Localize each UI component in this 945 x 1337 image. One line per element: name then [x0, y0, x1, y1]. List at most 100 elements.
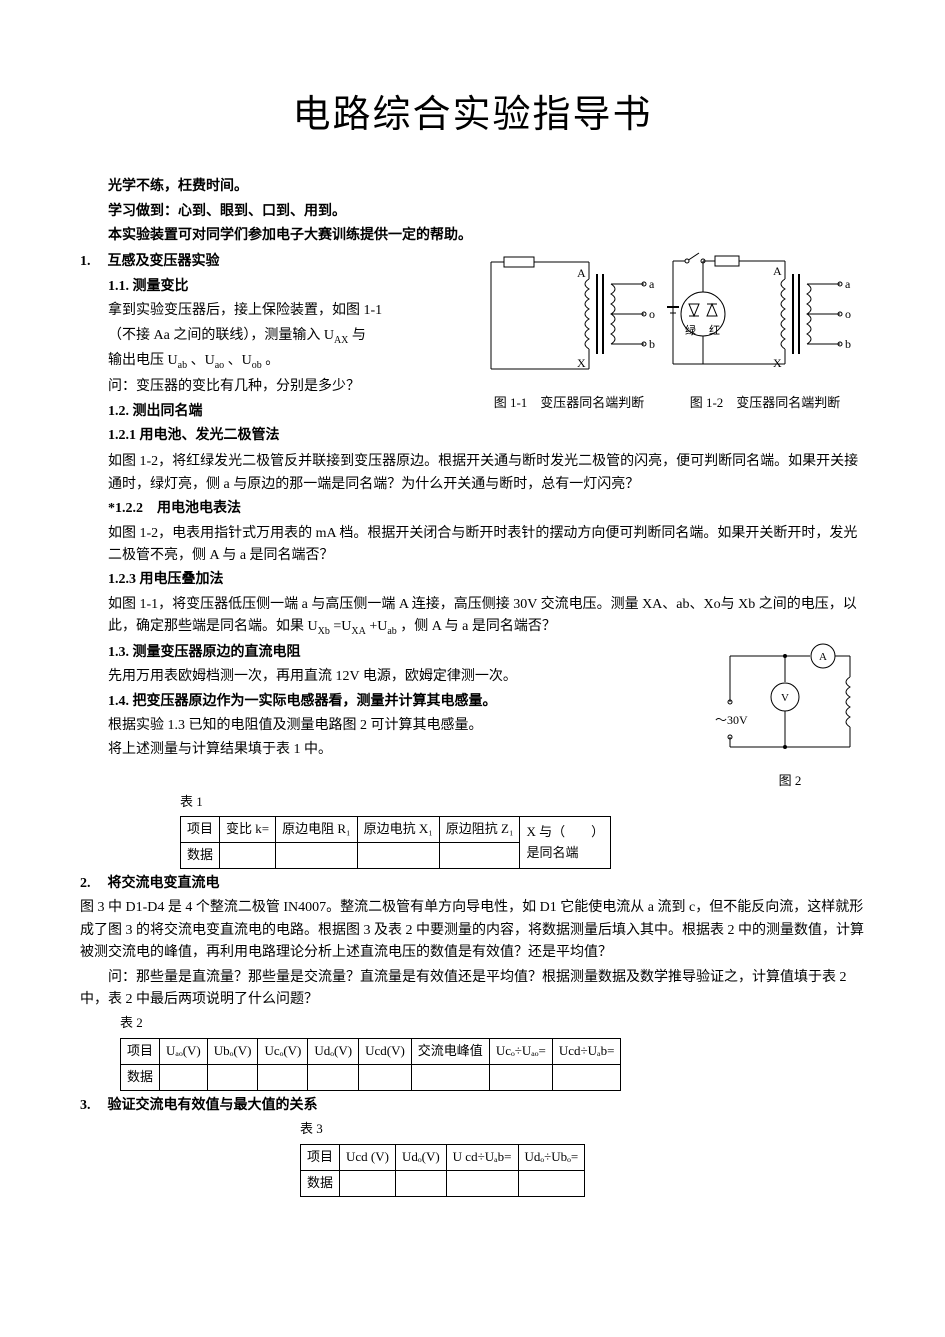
- table-cell: 原边电抗 X₁: [357, 817, 439, 843]
- table-row: 项目 Uₐₒ(V) Ubₒ(V) Ucₒ(V) Udₒ(V) Ucd(V) 交流…: [121, 1039, 621, 1065]
- figure-1-2: 绿 红: [665, 249, 865, 414]
- table-label: 表 3: [300, 1119, 865, 1140]
- table-cell: 原边阻抗 Z₁: [439, 817, 520, 843]
- body-text: 拿到实验变压器后，接上保险装置，如图 1-1: [108, 300, 469, 322]
- table-cell: Ucₒ÷Uₐₒ=: [489, 1039, 552, 1065]
- svg-text:绿: 绿: [685, 323, 696, 337]
- svg-text:b: b: [649, 337, 655, 351]
- body-text: 如图 1-2，电表用指针式万用表的 mA 档。根据开关闭合与断开时表针的摆动方向…: [108, 523, 865, 568]
- table-cell: 数据: [181, 843, 220, 869]
- table-cell: [160, 1065, 208, 1091]
- table-cell: [340, 1170, 396, 1196]
- table-row: 项目 变比 k= 原边电阻 R₁ 原边电抗 X₁ 原边阻抗 Z₁ X 与（ ） …: [181, 817, 611, 843]
- table-cell: Ubₒ(V): [207, 1039, 258, 1065]
- svg-text:～30V: ～30V: [715, 713, 748, 727]
- intro-line: 学习做到：心到、眼到、口到、用到。: [80, 201, 865, 223]
- figure-2: ～30V A V 图 2: [715, 642, 865, 792]
- table-cell: [207, 1065, 258, 1091]
- section-title: 将交流电变直流电: [108, 876, 220, 891]
- intro-line: 光学不练，枉费时间。: [80, 176, 865, 198]
- transformer-led-diagram-icon: 绿 红: [665, 249, 865, 389]
- section-number: 3.: [80, 1095, 104, 1117]
- body-text: 图 3 中 D1-D4 是 4 个整流二极管 IN4007。整流二极管有单方向导…: [80, 897, 865, 964]
- figure-caption: 图 2: [715, 771, 865, 792]
- table-cell: Ucd (V): [340, 1145, 396, 1171]
- intro-line: 本实验装置可对同学们参加电子大赛训练提供一定的帮助。: [80, 225, 865, 247]
- table-row: 数据: [301, 1170, 585, 1196]
- table-cell: 项目: [181, 817, 220, 843]
- table-cell: [357, 843, 439, 869]
- svg-text:b: b: [845, 337, 851, 351]
- svg-text:X: X: [773, 356, 782, 370]
- table-cell: Udₒ(V): [395, 1145, 446, 1171]
- table-cell: [411, 1065, 489, 1091]
- table-cell: Uₐₒ(V): [160, 1039, 208, 1065]
- table-cell: X 与（ ） 是同名端: [520, 817, 611, 869]
- table-cell: [359, 1065, 412, 1091]
- table-cell: [395, 1170, 446, 1196]
- table-cell: 项目: [121, 1039, 160, 1065]
- table-cell: [518, 1170, 585, 1196]
- body-text: 输出电压 Uab 、Uao 、Uob 。: [108, 350, 469, 374]
- figure-caption: 图 1-1 变压器同名端判断: [479, 393, 659, 414]
- intro-block: 光学不练，枉费时间。 学习做到：心到、眼到、口到、用到。 本实验装置可对同学们参…: [80, 176, 865, 247]
- svg-text:A: A: [773, 264, 782, 278]
- table-3-block: 表 3 项目 Ucd (V) Udₒ(V) U cd÷Uₐb= Udₒ÷Ubₒ=…: [300, 1119, 865, 1196]
- table-2-block: 表 2 项目 Uₐₒ(V) Ubₒ(V) Ucₒ(V) Udₒ(V) Ucd(V…: [120, 1013, 865, 1090]
- section-number: 2.: [80, 873, 104, 895]
- table-cell: [439, 843, 520, 869]
- figures-right: A X a o b 图 1-1 变压器同名端判断: [479, 249, 865, 414]
- svg-text:红: 红: [709, 324, 720, 337]
- table-cell: Ucd(V): [359, 1039, 412, 1065]
- section-title: 互感及变压器实验: [108, 254, 220, 269]
- svg-text:o: o: [845, 307, 851, 321]
- table-cell: [258, 1065, 308, 1091]
- figure-1-1: A X a o b 图 1-1 变压器同名端判断: [479, 249, 659, 414]
- table-cell: 数据: [121, 1065, 160, 1091]
- table-cell: 项目: [301, 1145, 340, 1171]
- table-cell: [489, 1065, 552, 1091]
- svg-text:X: X: [577, 356, 586, 370]
- table-row: 数据: [121, 1065, 621, 1091]
- table-cell: [308, 1065, 359, 1091]
- heading-1-2-3: 1.2.3 用电压叠加法: [108, 569, 865, 591]
- svg-text:o: o: [649, 307, 655, 321]
- table-row: 项目 Ucd (V) Udₒ(V) U cd÷Uₐb= Udₒ÷Ubₒ=: [301, 1145, 585, 1171]
- svg-text:A: A: [819, 651, 827, 663]
- table-cell: [446, 1170, 518, 1196]
- svg-text:a: a: [845, 277, 851, 291]
- table-3: 项目 Ucd (V) Udₒ(V) U cd÷Uₐb= Udₒ÷Ubₒ= 数据: [300, 1144, 585, 1197]
- transformer-diagram-icon: A X a o b: [479, 249, 659, 389]
- table-2: 项目 Uₐₒ(V) Ubₒ(V) Ucₒ(V) Udₒ(V) Ucd(V) 交流…: [120, 1038, 621, 1091]
- table-cell: Ucd÷Uₐb=: [552, 1039, 621, 1065]
- body-text: 如图 1-2，将红绿发光二极管反并联接到变压器原边。根据开关通与断时发光二极管的…: [108, 451, 865, 496]
- table-cell: Ucₒ(V): [258, 1039, 308, 1065]
- table-label: 表 2: [120, 1013, 865, 1034]
- figure-caption: 图 1-2 变压器同名端判断: [665, 393, 865, 414]
- table-cell: 变比 k=: [220, 817, 276, 843]
- heading-1-1: 1.1. 测量变比: [108, 276, 469, 298]
- svg-text:V: V: [781, 692, 789, 704]
- table-cell: Udₒ÷Ubₒ=: [518, 1145, 585, 1171]
- heading-1-2-2: *1.2.2 用电池电表法: [108, 498, 865, 520]
- body-text: （不接 Aa 之间的联线），测量输入 UAX 与: [108, 325, 469, 349]
- table-1: 项目 变比 k= 原边电阻 R₁ 原边电抗 X₁ 原边阻抗 Z₁ X 与（ ） …: [180, 816, 611, 869]
- body-text: 问：那些量是直流量？那些量是交流量？直流量是有效值还是平均值？根据测量数据及数学…: [80, 967, 865, 1012]
- table-1-block: 表 1 项目 变比 k= 原边电阻 R₁ 原边电抗 X₁ 原边阻抗 Z₁ X 与…: [180, 792, 865, 869]
- table-cell: [220, 843, 276, 869]
- table-cell: U cd÷Uₐb=: [446, 1145, 518, 1171]
- svg-text:a: a: [649, 277, 655, 291]
- section-number: 1.: [80, 251, 104, 273]
- heading-1-2: 1.2. 测出同名端: [108, 401, 469, 423]
- section-title: 验证交流电有效值与最大值的关系: [108, 1098, 318, 1113]
- table-cell: 原边电阻 R₁: [276, 817, 357, 843]
- measurement-circuit-icon: ～30V A V: [715, 642, 865, 767]
- table-cell: [276, 843, 357, 869]
- table-cell: [552, 1065, 621, 1091]
- table-label: 表 1: [180, 792, 865, 813]
- table-cell: 交流电峰值: [411, 1039, 489, 1065]
- svg-text:A: A: [577, 266, 586, 280]
- section-1: 1. 互感及变压器实验 1.1. 测量变比 拿到实验变压器后，接上保险装置，如图…: [80, 249, 865, 449]
- table-cell: 数据: [301, 1170, 340, 1196]
- heading-1-2-1: 1.2.1 用电池、发光二极管法: [108, 425, 469, 447]
